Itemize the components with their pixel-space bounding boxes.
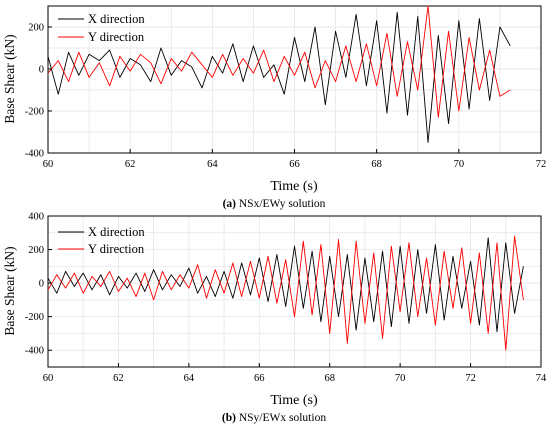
plot-frame-b [47, 215, 542, 368]
y-tick-label-b-0: -400 [25, 346, 44, 357]
y-tick-label-b-2: 0 [39, 279, 44, 290]
x-tick-label-b-2: 64 [184, 373, 195, 384]
legend-a: X direction Y direction [58, 12, 145, 44]
series-b [47, 235, 524, 351]
ylabel-b: Base Shear (kN) [2, 246, 17, 335]
legend-a-label-y: Y direction [88, 30, 145, 44]
x-tick-label-a-4: 68 [371, 159, 382, 170]
x-tick-label-a-6: 72 [536, 159, 547, 170]
y-tick-label-a-1: -200 [25, 107, 44, 118]
panel-a: 60 62 64 66 68 70 72 -400 -200 0 200 Base Shear (k… [2, 5, 547, 210]
ticks-a: 60 62 64 66 68 70 72 -400 -200 0 200 [25, 23, 547, 171]
series-line-b-x [47, 237, 524, 333]
y-tick-label-b-4: 400 [28, 212, 44, 223]
x-tick-label-b-3: 66 [254, 373, 265, 384]
caption-a: (a) NSx/EWy solution [223, 198, 326, 210]
legend-a-label-x: X direction [88, 12, 145, 26]
x-tick-label-b-6: 72 [465, 373, 476, 384]
series-line-a-y [47, 5, 511, 118]
xlabel-a: Time (s) [270, 179, 318, 194]
y-tick-label-a-2: 0 [39, 65, 44, 76]
y-tick-label-b-3: 200 [28, 245, 44, 256]
panel-b: 60 62 64 66 68 70 72 74 -400 -200 0 200 400 Base She… [2, 212, 547, 425]
x-tick-label-b-1: 62 [113, 373, 124, 384]
grid-a [47, 6, 542, 154]
x-tick-label-b-7: 74 [536, 373, 547, 384]
caption-a-label: (a) [223, 198, 237, 210]
x-tick-label-a-3: 66 [289, 159, 300, 170]
caption-a-text: NSx/EWy solution [239, 198, 326, 210]
caption-b: (b) NSy/EWx solution [222, 412, 326, 424]
caption-b-label: (b) [222, 412, 236, 424]
legend-b-label-x: X direction [88, 225, 145, 239]
y-tick-label-b-1: -200 [25, 312, 44, 323]
y-tick-label-a-3: 200 [28, 23, 44, 34]
ylabel-a: Base Shear (kN) [2, 34, 17, 123]
x-tick-label-a-5: 70 [454, 159, 465, 170]
x-tick-label-b-5: 70 [395, 373, 406, 384]
x-tick-label-a-0: 60 [43, 159, 54, 170]
series-line-a-x [47, 11, 511, 143]
xlabel-b: Time (s) [270, 393, 318, 408]
series-line-b-y [47, 235, 524, 351]
series-a [47, 5, 511, 143]
legend-b: X direction Y direction [58, 225, 145, 256]
x-tick-label-a-1: 62 [125, 159, 136, 170]
x-tick-label-b-0: 60 [43, 373, 54, 384]
caption-b-text: NSy/EWx solution [239, 412, 326, 424]
legend-b-label-y: Y direction [88, 242, 145, 256]
ticks-b: 60 62 64 66 68 70 72 74 -400 -200 0 200 400 [25, 212, 547, 385]
x-tick-label-a-2: 64 [207, 159, 218, 170]
y-tick-label-a-0: -400 [25, 149, 44, 160]
x-tick-label-b-4: 68 [324, 373, 335, 384]
